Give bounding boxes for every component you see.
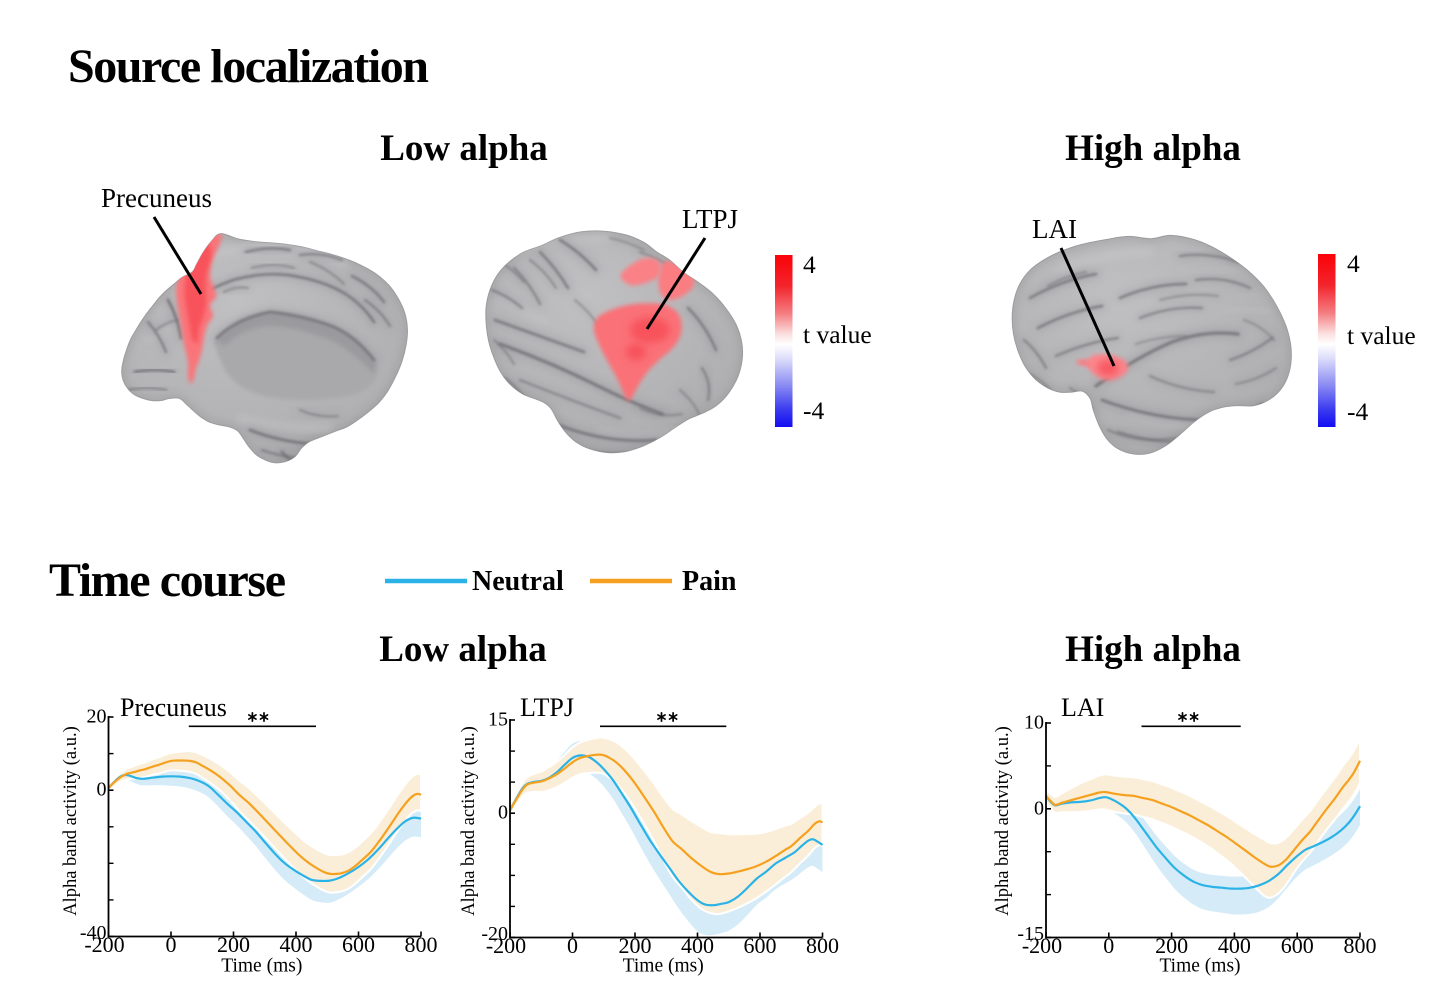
svg-text:Time (ms): Time (ms) — [1159, 956, 1240, 977]
svg-text:0: 0 — [97, 779, 107, 801]
svg-text:Time (ms): Time (ms) — [623, 956, 704, 977]
svg-text:Neutral: Neutral — [472, 566, 564, 597]
svg-text:-40: -40 — [80, 922, 107, 944]
svg-text:Pain: Pain — [682, 566, 737, 597]
svg-text:600: 600 — [1281, 933, 1314, 958]
svg-text:0: 0 — [166, 932, 177, 957]
svg-text:Low alpha: Low alpha — [379, 629, 547, 670]
svg-text:LTPJ: LTPJ — [682, 204, 738, 234]
svg-text:-4: -4 — [803, 396, 824, 425]
svg-text:200: 200 — [619, 933, 652, 958]
svg-text:400: 400 — [280, 932, 313, 957]
svg-text:LTPJ: LTPJ — [520, 693, 574, 722]
svg-text:0: 0 — [1103, 933, 1114, 958]
svg-text:t value: t value — [1347, 321, 1416, 350]
svg-text:200: 200 — [217, 932, 250, 957]
svg-text:800: 800 — [806, 933, 839, 958]
svg-text:Time course: Time course — [49, 554, 286, 607]
svg-text:LAI: LAI — [1032, 214, 1077, 244]
svg-text:-200: -200 — [1022, 933, 1062, 958]
svg-text:-15: -15 — [1017, 923, 1044, 945]
svg-text:600: 600 — [744, 933, 777, 958]
svg-text:Alpha band activity (a.u.): Alpha band activity (a.u.) — [459, 726, 479, 916]
svg-text:Time (ms): Time (ms) — [221, 956, 302, 977]
svg-text:800: 800 — [1344, 933, 1377, 958]
svg-text:800: 800 — [405, 932, 438, 957]
svg-text:0: 0 — [567, 933, 578, 958]
svg-text:Alpha band activity (a.u.): Alpha band activity (a.u.) — [993, 726, 1013, 916]
svg-text:15: 15 — [488, 709, 508, 731]
svg-text:0: 0 — [1034, 797, 1044, 819]
svg-text:Alpha band activity (a.u.): Alpha band activity (a.u.) — [61, 726, 81, 916]
svg-text:600: 600 — [342, 932, 375, 957]
svg-text:-4: -4 — [1347, 397, 1368, 426]
svg-text:LAI: LAI — [1061, 693, 1104, 722]
svg-text:Precuneus: Precuneus — [101, 183, 212, 213]
svg-text:High alpha: High alpha — [1065, 128, 1241, 169]
svg-text:t value: t value — [803, 320, 872, 349]
svg-text:-200: -200 — [486, 933, 526, 958]
svg-text:10: 10 — [1024, 712, 1044, 734]
svg-text:-200: -200 — [84, 932, 124, 957]
svg-text:0: 0 — [498, 802, 508, 824]
svg-text:4: 4 — [1347, 249, 1360, 278]
svg-text:-20: -20 — [481, 923, 508, 945]
svg-text:4: 4 — [803, 250, 816, 279]
svg-text:Source localization: Source localization — [68, 40, 429, 93]
svg-text:Precuneus: Precuneus — [120, 693, 227, 722]
svg-text:High alpha: High alpha — [1065, 629, 1241, 670]
svg-text:Low alpha: Low alpha — [380, 128, 548, 169]
svg-text:200: 200 — [1155, 933, 1188, 958]
svg-text:20: 20 — [87, 706, 107, 728]
svg-text:400: 400 — [681, 933, 714, 958]
svg-text:400: 400 — [1218, 933, 1251, 958]
